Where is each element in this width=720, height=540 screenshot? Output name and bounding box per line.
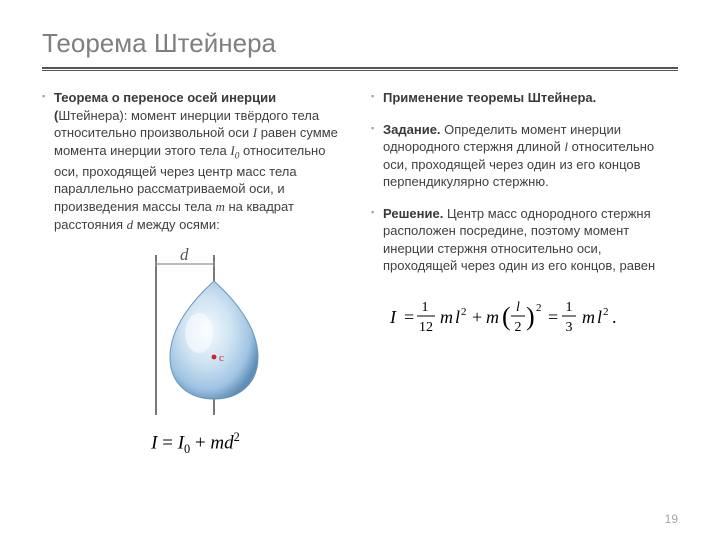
svg-text:2: 2 (514, 320, 521, 335)
svg-text:2: 2 (461, 306, 467, 318)
task-text: Задание. Определить момент инерции однор… (371, 121, 678, 191)
c-label: c (219, 352, 224, 364)
solution-text: Решение. Центр масс однородного стержня … (371, 205, 678, 275)
page-number: 19 (665, 512, 678, 526)
figure-svg: d c (116, 247, 276, 417)
body-highlight (185, 313, 213, 353)
right-column: Применение теоремы Штейнера. Задание. Оп… (371, 89, 678, 457)
equation-solution: I = 1 12 m l 2 + m ( l (371, 293, 678, 346)
svg-text:+: + (472, 307, 482, 327)
svg-text:(: ( (502, 302, 511, 331)
body-shape (170, 281, 258, 399)
equation-solution-svg: I = 1 12 m l 2 + m ( l (390, 293, 660, 341)
svg-text:12: 12 (419, 320, 433, 335)
svg-text:l: l (597, 307, 602, 327)
svg-text:): ) (526, 302, 535, 331)
equation-main: I = I0 + md2 (42, 430, 349, 457)
application-bold: Применение теоремы Штейнера. (383, 90, 596, 105)
eq1-two: 2 (234, 430, 240, 444)
svg-text:m: m (582, 307, 595, 327)
eq1-d: d (224, 432, 234, 453)
columns: Теорема о переносе осей инерции (Штейнер… (42, 89, 678, 457)
svg-text:m: m (440, 307, 453, 327)
sym-m: m (216, 199, 225, 214)
svg-text:=: = (548, 307, 558, 327)
svg-text:I: I (390, 307, 397, 327)
application-heading: Применение теоремы Штейнера. (371, 89, 678, 107)
slide-title: Теорема Штейнера (42, 28, 678, 59)
eq1-m: m (210, 432, 224, 453)
title-rule (42, 67, 678, 71)
eq1-plus: + (190, 432, 210, 453)
solution-bold: Решение. (383, 206, 443, 221)
theorem-text: Теорема о переносе осей инерции (Штейнер… (42, 89, 349, 233)
task-bold: Задание. (383, 122, 441, 137)
svg-text:l: l (455, 307, 460, 327)
svg-text:1: 1 (421, 300, 428, 315)
svg-text:2: 2 (536, 302, 542, 314)
svg-text:.: . (612, 307, 617, 327)
svg-text:1: 1 (565, 300, 572, 315)
svg-text:l: l (516, 300, 520, 315)
svg-text:3: 3 (565, 320, 572, 335)
d-label: d (180, 247, 189, 264)
figure: d c I = I0 + md2 (42, 247, 349, 457)
eq1-eq: = (157, 432, 177, 453)
svg-text:2: 2 (603, 306, 609, 318)
left-column: Теорема о переносе осей инерции (Штейнер… (42, 89, 349, 457)
theorem-after-d: между осями: (133, 217, 220, 232)
slide: Теорема Штейнера Теорема о переносе осей… (0, 0, 720, 540)
svg-text:m: m (486, 307, 499, 327)
center-of-mass-dot (211, 355, 216, 360)
svg-text:=: = (404, 307, 414, 327)
